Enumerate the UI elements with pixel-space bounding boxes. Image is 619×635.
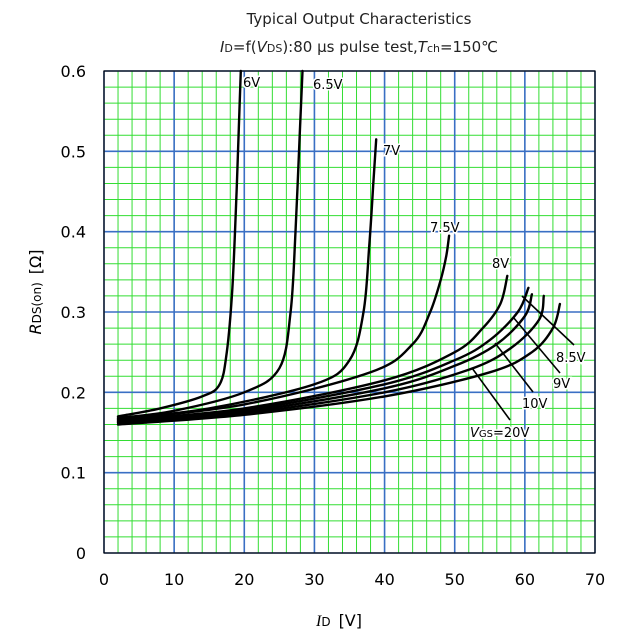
curve-vgs-6_5V: [116, 69, 304, 420]
x-tick-labels: 0 10 20 30 40 50 60 70: [99, 570, 605, 589]
x-axis-label: ID [V]: [315, 611, 362, 630]
x-tick-label: 30: [304, 570, 324, 589]
curve-label: 9V: [553, 377, 570, 392]
y-tick-label: 0.3: [61, 303, 86, 322]
y-tick-label: 0.2: [61, 383, 86, 402]
curve-vgs-8V: [116, 274, 509, 422]
y-tick-label: 0.6: [61, 62, 86, 81]
y-tick-label: 0.5: [61, 142, 86, 161]
label-leader-line: [494, 342, 534, 393]
curve-vgs-9V: [116, 293, 534, 424]
curve-label: 6.5V: [313, 78, 343, 93]
x-tick-label: 0: [99, 570, 109, 589]
curve-label: 8V: [492, 257, 509, 272]
curve-vgs-6V: [116, 69, 242, 418]
plot-frame: [103, 70, 596, 554]
x-tick-label: 50: [445, 570, 465, 589]
y-tick-label: 0.4: [61, 223, 86, 242]
curve-vgs-8_5V: [116, 286, 530, 423]
chart-title: Typical Output Characteristics: [246, 10, 472, 28]
y-tick-label: 0: [76, 544, 86, 563]
curve-label: 10V: [522, 397, 548, 412]
x-tick-label: 60: [515, 570, 535, 589]
major-grid: [103, 70, 596, 554]
curve-label: VGS=20V: [470, 426, 529, 441]
curve-vgs-10V: [116, 294, 545, 425]
curve-vgs-7_5V: [116, 234, 451, 421]
y-axis-label: RDS(on)[Ω]: [26, 249, 45, 334]
curve-label: 8.5V: [556, 351, 586, 366]
curve-label: 7V: [383, 144, 400, 159]
curve-vgs-7V: [116, 138, 378, 420]
chart-subtitle: ID=f(VDS):80 μs pulse test,Tch=150℃: [220, 38, 498, 56]
x-tick-label: 20: [234, 570, 254, 589]
label-leader-line: [471, 367, 511, 421]
curves: [116, 69, 562, 426]
curve-label: 6V: [243, 76, 260, 91]
y-tick-labels: 0 0.1 0.2 0.3 0.4 0.5 0.6: [61, 62, 86, 563]
x-tick-label: 70: [585, 570, 605, 589]
label-leader-line: [521, 295, 575, 346]
curve-label: 7.5V: [430, 221, 460, 236]
label-leader-line: [512, 316, 561, 374]
x-tick-label: 10: [164, 570, 184, 589]
x-tick-label: 40: [374, 570, 394, 589]
curve-vgs-20V: [116, 302, 562, 426]
curve-labels: 6V 6.5V 7V 7.5V 8V 8.5V 9V 10V VGS=20V: [242, 75, 588, 443]
y-tick-label: 0.1: [61, 464, 86, 483]
